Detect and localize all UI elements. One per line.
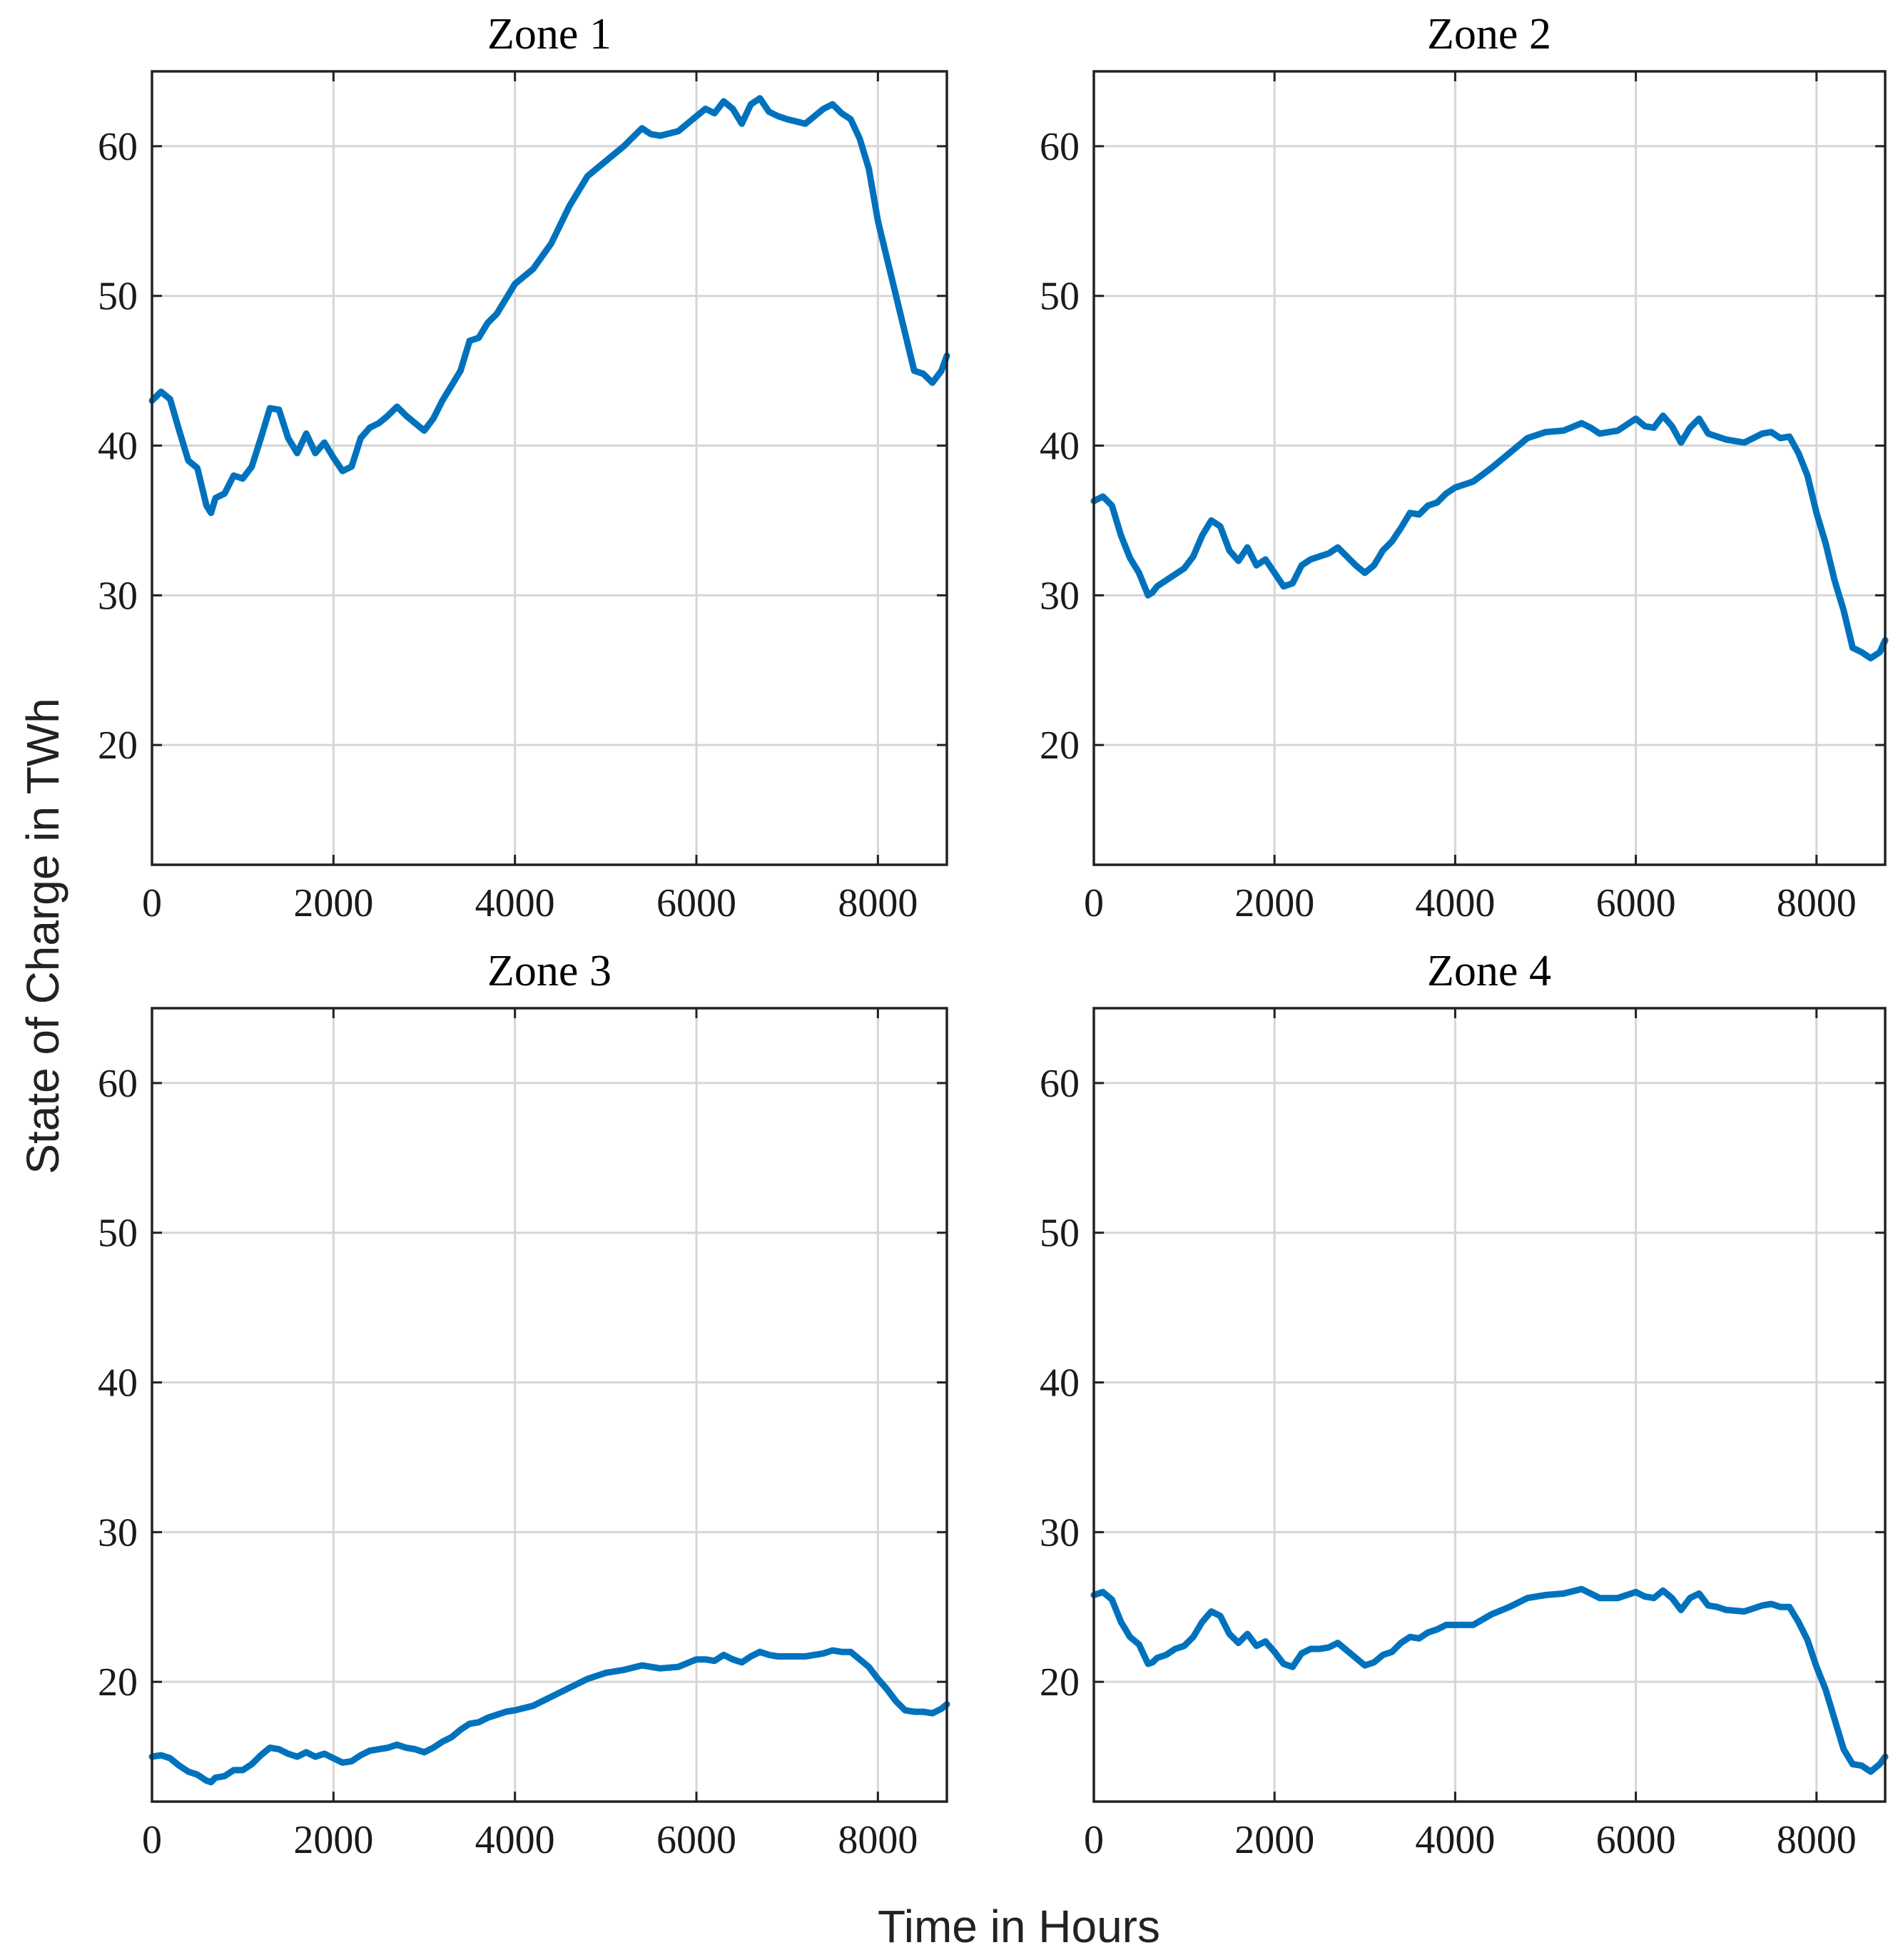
zone-4-title: Zone 4 — [1427, 947, 1551, 995]
zone-2-y-tick-label: 20 — [1040, 723, 1080, 768]
x-axis-label: Time in Hours — [878, 1901, 1160, 1952]
zone-3-y-tick-label: 20 — [98, 1660, 138, 1705]
zone-4-series-line — [1090, 1585, 1889, 1775]
zone-1-title: Zone 1 — [487, 10, 612, 59]
zone-2-x-tick-label: 2000 — [1234, 881, 1314, 925]
zone-3-panel: 0 2000 4000 6000 8000 20 30 40 50 60 Zone 3 — [98, 947, 950, 1862]
zone-4-x-tick-label: 8000 — [1777, 1818, 1857, 1862]
zone-2-x-tick-label: 0 — [1084, 881, 1104, 925]
zone-3-x-tick-label: 0 — [142, 1818, 162, 1862]
zone-2-y-tick-label: 60 — [1040, 125, 1080, 169]
zone-3-x-tick-label: 4000 — [475, 1818, 555, 1862]
zone-3-y-tick-label: 50 — [98, 1212, 138, 1256]
zone-3-y-tick-label: 60 — [98, 1062, 138, 1106]
zone-1-y-tick-label: 50 — [98, 275, 138, 319]
zone-1-y-tick-label: 20 — [98, 723, 138, 768]
zone-2-series-line — [1090, 412, 1889, 661]
zone-1-y-tick-label: 60 — [98, 125, 138, 169]
zone-3-x-tick-label: 8000 — [838, 1818, 918, 1862]
zone-1-x-tick-label: 8000 — [838, 881, 918, 925]
zone-2-panel: 0 2000 4000 6000 8000 20 30 40 50 60 Zone 2 — [1040, 10, 1889, 925]
zone-1-y-tick-label: 30 — [98, 574, 138, 618]
zone-4-x-tick-label: 2000 — [1234, 1818, 1314, 1862]
zone-2-x-tick-label: 8000 — [1777, 881, 1857, 925]
zone-1-x-tick-label: 4000 — [475, 881, 555, 925]
zone-4-y-tick-label: 60 — [1040, 1062, 1080, 1106]
zone-4-x-tick-label: 4000 — [1415, 1818, 1495, 1862]
zone-4-x-tick-label: 0 — [1084, 1818, 1104, 1862]
zone-1-panel: 0 2000 4000 6000 8000 20 30 40 50 60 Zone 1 — [98, 10, 950, 925]
zone-3-y-tick-label: 40 — [98, 1361, 138, 1406]
y-axis-label: State of Charge in TWh — [17, 698, 68, 1174]
zone-3-y-tick-label: 30 — [98, 1510, 138, 1555]
zone-4-panel: 0 2000 4000 6000 8000 20 30 40 50 60 Zone 4 — [1040, 947, 1889, 1862]
zone-2-axes-frame — [1092, 70, 1887, 866]
zone-4-y-tick-label: 40 — [1040, 1361, 1080, 1406]
zone-2-y-tick-label: 50 — [1040, 275, 1080, 319]
zone-2-y-tick-label: 30 — [1040, 574, 1080, 618]
zone-4-y-tick-label: 20 — [1040, 1660, 1080, 1705]
zone-1-series-line — [148, 95, 950, 517]
zone-3-x-tick-label: 6000 — [656, 1818, 736, 1862]
zone-1-x-tick-label: 2000 — [293, 881, 373, 925]
zone-4-y-tick-label: 30 — [1040, 1510, 1080, 1555]
zone-4-axes-frame — [1092, 1007, 1887, 1803]
zone-1-y-tick-label: 40 — [98, 425, 138, 469]
zone-1-x-tick-label: 0 — [142, 881, 162, 925]
zone-2-title: Zone 2 — [1427, 10, 1551, 59]
zone-3-title: Zone 3 — [487, 947, 612, 995]
zone-4-y-tick-label: 50 — [1040, 1212, 1080, 1256]
zone-4-x-tick-label: 6000 — [1596, 1818, 1676, 1862]
zone-1-x-tick-label: 6000 — [656, 881, 736, 925]
zone-2-y-tick-label: 40 — [1040, 425, 1080, 469]
zone-1-axes-frame — [151, 70, 948, 866]
zone-3-x-tick-label: 2000 — [293, 1818, 373, 1862]
zone-3-series-line — [148, 1647, 950, 1786]
zone-2-x-tick-label: 4000 — [1415, 881, 1495, 925]
zone-2-x-tick-label: 6000 — [1596, 881, 1676, 925]
zone-3-axes-frame — [151, 1007, 948, 1803]
